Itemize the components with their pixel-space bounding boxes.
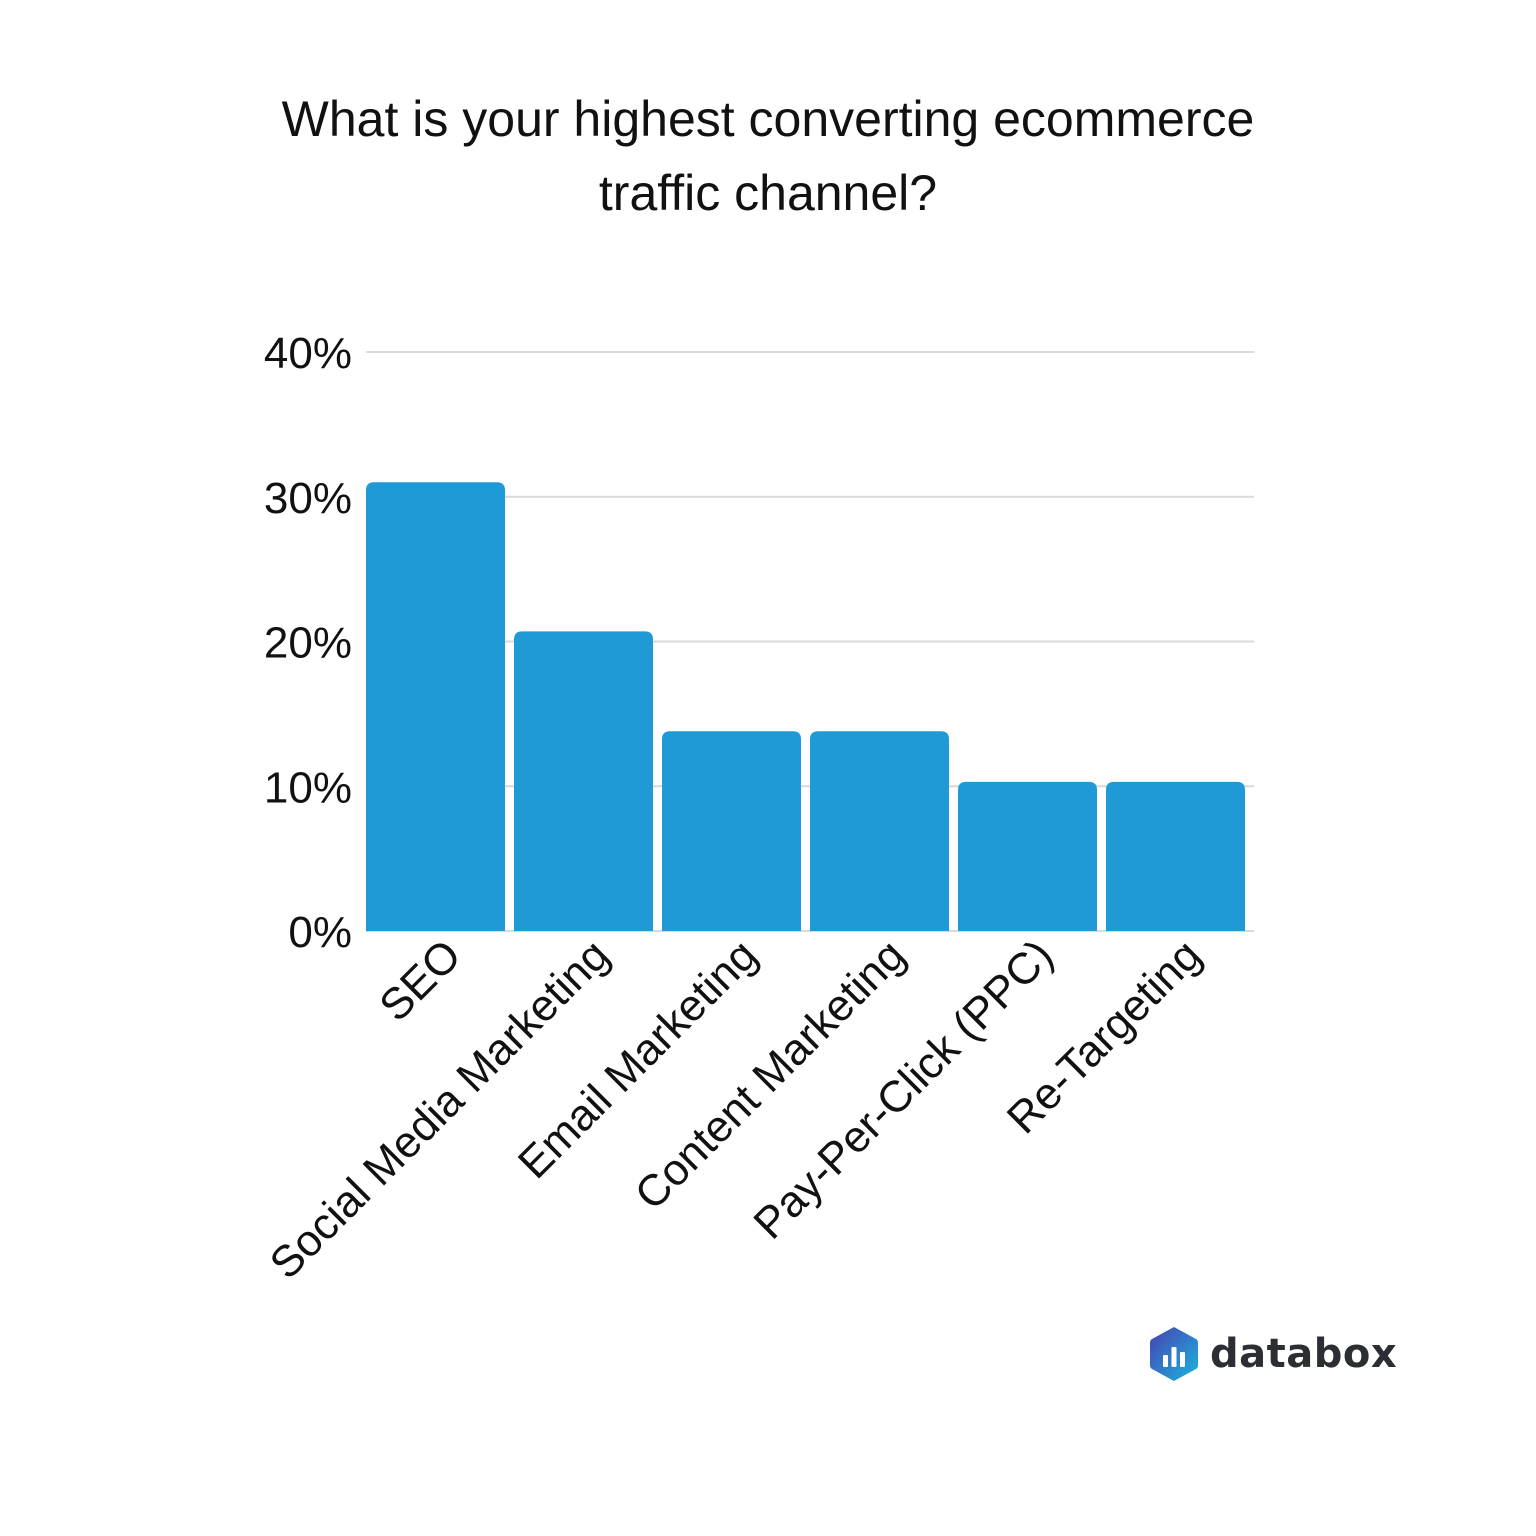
x-tick-label: SEO [370,930,470,1030]
y-tick-label: 40% [264,329,352,378]
databox-hexagon-bars-icon [1150,1327,1198,1381]
x-tick-label: Pay-Per-Click (PPC) [744,930,1062,1248]
chart-title-line-1: What is your highest converting ecommerc… [281,91,1255,147]
chart-title-line-2: traffic channel? [598,165,938,221]
bar [1106,781,1245,931]
databox-logo: databox [1148,1325,1397,1383]
x-tick-label: Content Marketing [626,930,915,1219]
y-tick-label: 20% [264,619,352,668]
databox-logo-text: databox [1210,1331,1398,1377]
bar [514,631,653,931]
bar [366,482,505,931]
y-tick-label: 0% [288,908,352,957]
bar [662,731,801,931]
y-tick-label: 10% [264,763,352,812]
y-tick-label: 30% [264,474,352,523]
bar [810,731,949,931]
bar [958,781,1097,931]
chart-title: What is your highest converting ecommerc… [0,82,1536,230]
